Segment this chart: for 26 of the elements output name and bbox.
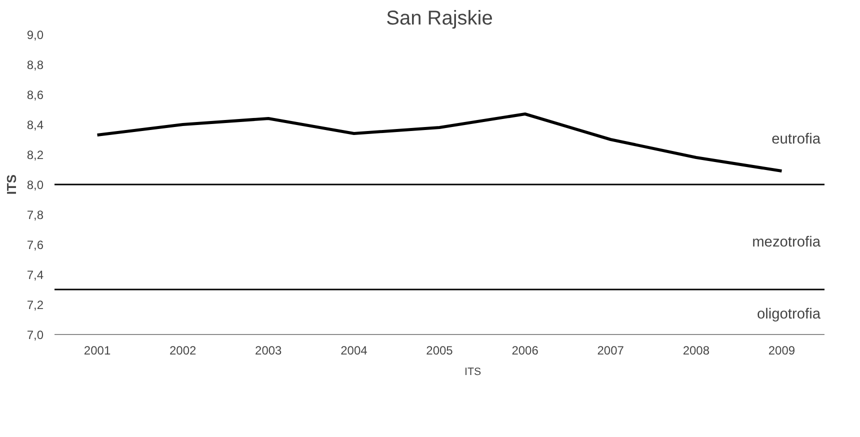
x-tick-label: 2008: [682, 344, 710, 358]
annotation: mezotrofia: [752, 234, 822, 250]
text: ITS: [464, 366, 482, 378]
y-tick-label: 7,8: [26, 208, 44, 222]
y-tick-label: 8,6: [26, 88, 44, 102]
x-tick-label: 2009: [768, 344, 796, 358]
x-tick-label: 2005: [426, 344, 454, 358]
chart-title: San Rajskie: [386, 8, 493, 30]
annotation: eutrofia: [772, 132, 822, 148]
y-tick-label: 7,2: [26, 298, 44, 312]
x-tick-label: 2003: [255, 344, 282, 358]
y-tick-label: 8,2: [26, 148, 44, 162]
x-tick-label: 2007: [597, 344, 624, 358]
y-tick-label: 8,0: [26, 178, 44, 192]
x-tick-label: 2004: [340, 344, 368, 358]
y-tick-label: 7,0: [26, 328, 44, 342]
annotation: oligotrofia: [756, 306, 822, 322]
y-axis-title: ITS: [4, 174, 19, 195]
y-tick-label: 8,4: [26, 118, 44, 132]
x-tick-label: 2006: [512, 344, 539, 358]
y-tick-label: 7,6: [26, 238, 44, 252]
y-tick-label: 8,8: [26, 58, 44, 72]
x-tick-label: 2002: [169, 344, 197, 358]
y-tick-label: 9,0: [26, 28, 44, 42]
y-tick-label: 7,4: [26, 268, 44, 282]
x-tick-label: 2001: [84, 344, 111, 358]
